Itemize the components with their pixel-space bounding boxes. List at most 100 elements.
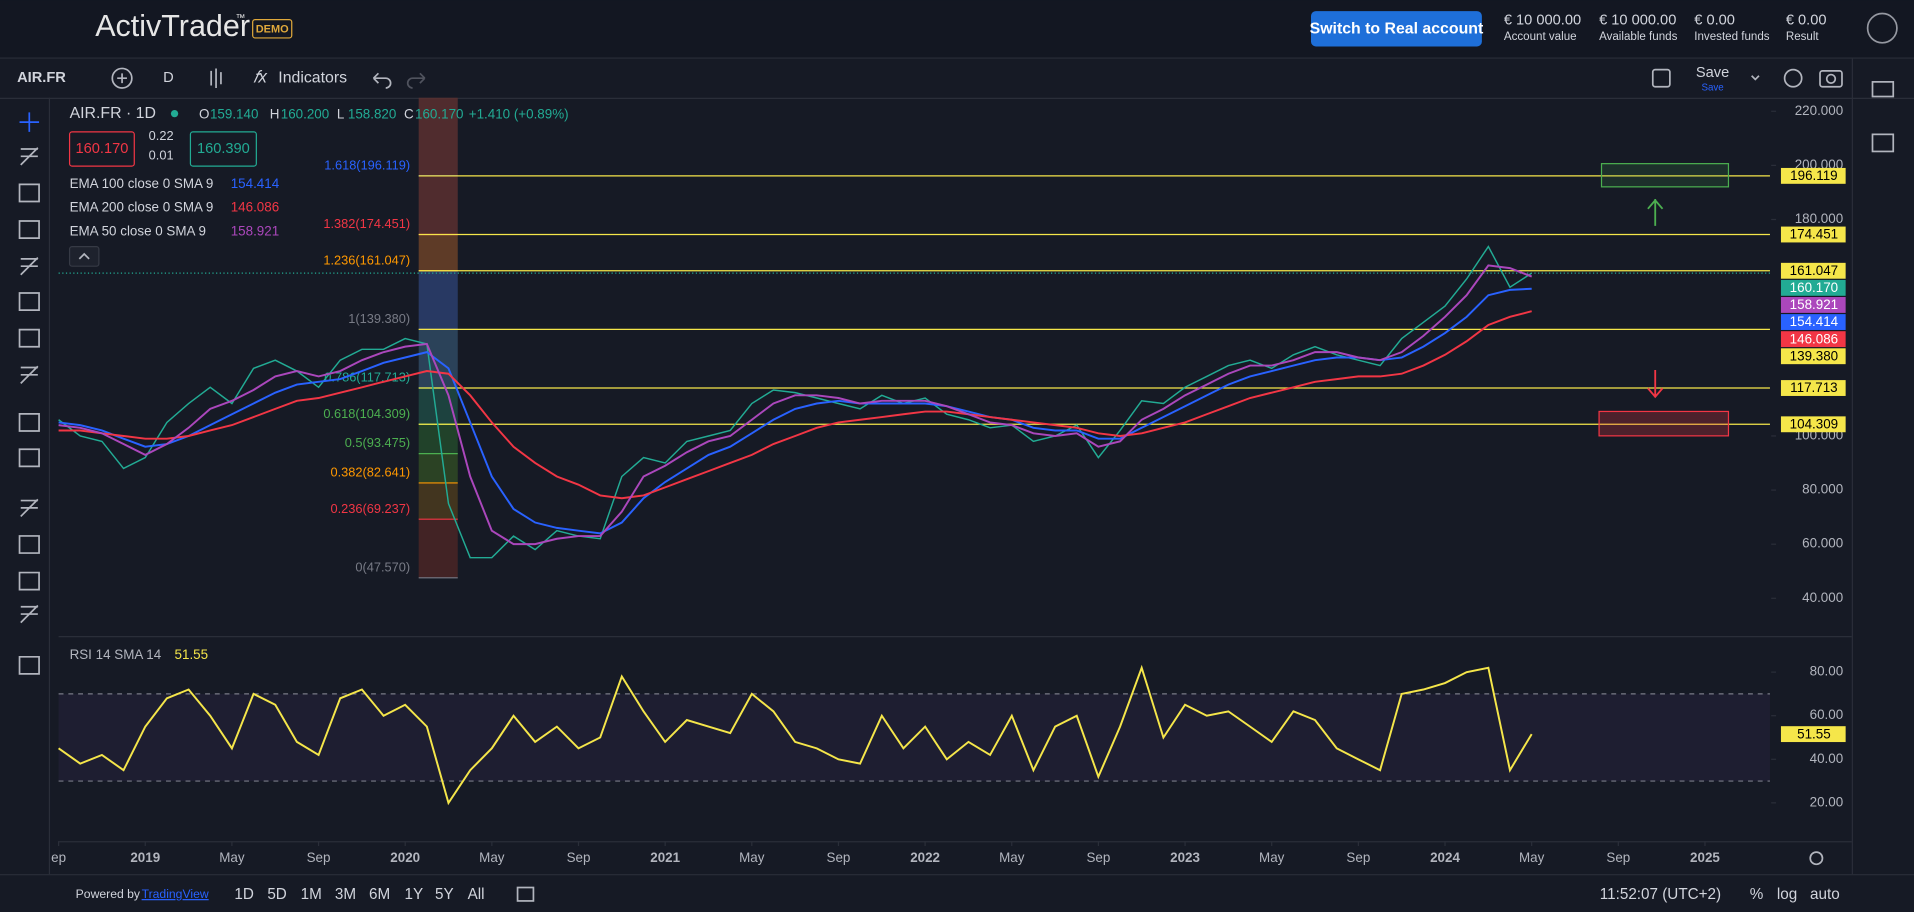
tradingview-link[interactable]: TradingView (142, 887, 209, 901)
ohlc-value: 158.820 (348, 106, 396, 121)
range-button[interactable]: 1M (301, 886, 322, 903)
bid[interactable]: 160.170 (75, 141, 128, 157)
stat-value: € 0.00 (1694, 13, 1735, 29)
y-tick-label: 40.00 (1810, 751, 1844, 766)
save[interactable]: Save (1696, 65, 1729, 81)
indicator-name: EMA 50 close 0 SMA 9 (70, 224, 206, 239)
x-tick-label: 2019 (130, 850, 160, 865)
indicators[interactable]: Indicators (278, 69, 347, 86)
x-tick-label: May (739, 850, 765, 865)
x-tick-label: May (1259, 850, 1285, 865)
ohlc-value: 159.140 (210, 106, 258, 121)
indicator-name: EMA 100 close 0 SMA 9 (70, 176, 214, 191)
ohlc-key: O (199, 106, 209, 121)
fib-label: 1.236(161.047) (323, 252, 410, 267)
stat-label: Available funds (1599, 31, 1678, 43)
range-button[interactable]: 5D (267, 886, 286, 903)
y-tick-label: 180.000 (1795, 211, 1843, 226)
range-button[interactable]: All (468, 886, 485, 903)
stop-box (1599, 411, 1728, 435)
price-tag-label: 161.047 (1790, 263, 1838, 278)
price-tag-label: 154.414 (1790, 314, 1839, 329)
change: +1.410 (+0.89%) (469, 106, 569, 121)
x-tick-label: 2021 (650, 850, 680, 865)
trademark: ™ (236, 13, 246, 24)
x-tick-label: Sep (1086, 850, 1110, 865)
logo[interactable]: ActivTrader (95, 9, 250, 43)
interval[interactable]: D (163, 70, 174, 86)
fx-icon: 𝑓x (253, 68, 268, 87)
x-tick-label: 2020 (390, 850, 420, 865)
fib-label: 0.236(69.237) (330, 501, 410, 516)
x-tick-label: Sep (307, 850, 331, 865)
x-tick-label: Sep (1606, 850, 1630, 865)
price-tag-label: 158.921 (1790, 297, 1838, 312)
y-tick-label: 60.00 (1810, 707, 1844, 722)
powered-by: Powered by (76, 887, 141, 901)
collapse[interactable] (70, 247, 99, 267)
fib-label: 1.382(174.451) (323, 216, 410, 231)
price-tag-label: 51.55 (1797, 726, 1831, 741)
stat-value: € 10 000.00 (1599, 13, 1676, 29)
clock: 11:52:07 (UTC+2) (1600, 886, 1721, 903)
legend-title: AIR.FR · 1D (70, 105, 156, 122)
fib-label: 0(47.570) (355, 559, 410, 574)
range-button[interactable]: 6M (369, 886, 390, 903)
price-tag-label: 117.713 (1790, 380, 1837, 395)
y-tick-label: 40.000 (1802, 590, 1843, 605)
range-button[interactable]: 3M (335, 886, 356, 903)
fib-label: 1(139.380) (348, 311, 410, 326)
ask[interactable]: 160.390 (197, 141, 250, 157)
fib-band (419, 271, 458, 330)
spread-bottom: 0.01 (149, 148, 174, 163)
range-button[interactable]: 1Y (404, 886, 423, 903)
scale-option[interactable]: % (1750, 886, 1764, 903)
x-tick-label: 2025 (1690, 850, 1720, 865)
real-account-label[interactable]: Switch to Real account (1310, 21, 1484, 38)
ohlc-key: H (270, 106, 280, 121)
range-button[interactable]: 1D (234, 886, 253, 903)
ohlc-value: 160.170 (415, 106, 463, 121)
x-tick-label: May (1519, 850, 1545, 865)
stat-label: Result (1786, 31, 1820, 43)
spread-top: 0.22 (149, 128, 174, 143)
price-tag-label: 146.086 (1790, 331, 1838, 346)
x-tick-label: 2023 (1170, 850, 1200, 865)
indicator-value: 146.086 (231, 200, 279, 215)
x-tick-label: Sep (1346, 850, 1370, 865)
rsi-value: 51.55 (175, 647, 209, 662)
symbol[interactable]: AIR.FR (17, 70, 66, 86)
x-tick-label: Sep (567, 850, 591, 865)
market-dot (171, 110, 178, 117)
price-tag-label: 104.309 (1790, 416, 1838, 431)
x-tick-label: Sep (827, 850, 851, 865)
x-tick-label: 2024 (1430, 850, 1460, 865)
indicator-value: 154.414 (231, 176, 280, 191)
x-tick-label: May (219, 850, 245, 865)
target-box (1602, 164, 1729, 187)
x-tick-label: May (479, 850, 505, 865)
ohlc-value: 160.200 (281, 106, 329, 121)
indicator-value: 158.921 (231, 224, 279, 239)
price-tag-label: 160.170 (1790, 280, 1838, 295)
y-tick-label: 220.000 (1795, 103, 1843, 118)
y-tick-label: 60.000 (1802, 536, 1843, 551)
scale-option[interactable]: log (1777, 886, 1797, 903)
x-tick-label: 2022 (910, 850, 940, 865)
price-tag-label: 139.380 (1790, 348, 1838, 363)
price-tag-label: 174.451 (1790, 227, 1838, 242)
x-tick-label: May (999, 850, 1025, 865)
stat-value: € 0.00 (1786, 13, 1827, 29)
range-button[interactable]: 5Y (435, 886, 454, 903)
fib-band (419, 235, 458, 271)
fib-band (419, 454, 458, 483)
fib-label: 1.618(196.119) (324, 158, 410, 173)
fib-band (419, 519, 458, 578)
scale-option[interactable]: auto (1810, 886, 1840, 903)
fib-band (419, 176, 458, 235)
stat-label: Account value (1504, 31, 1577, 43)
price-tag-label: 196.119 (1790, 168, 1837, 183)
x-tick-label: ep (51, 850, 66, 865)
